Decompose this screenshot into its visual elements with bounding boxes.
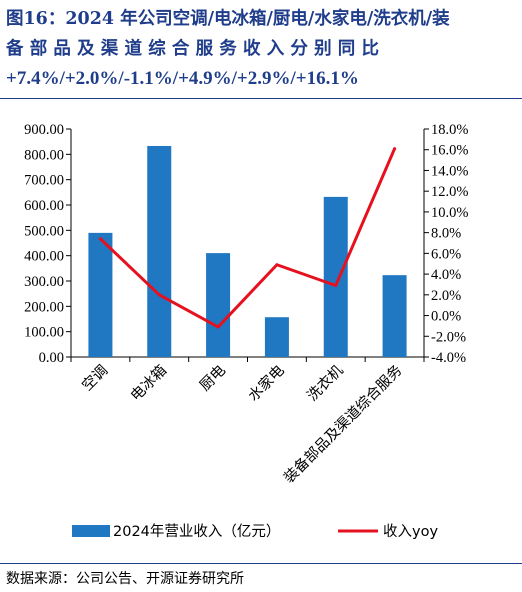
bar	[88, 232, 113, 357]
category-label: 洗衣机	[304, 361, 347, 404]
right-tick-label: 6.0%	[431, 246, 461, 262]
yoy-line	[98, 147, 397, 329]
left-tick-label: 800.00	[24, 147, 64, 163]
title-line-1: 图16：2024 年公司空调/电冰箱/厨电/水家电/洗衣机/装	[6, 9, 450, 29]
right-tick-label: 10.0%	[431, 205, 468, 221]
legend-line-label: 收入yoy	[383, 523, 438, 540]
category-label: 装备部品及渠道综合服务	[281, 362, 406, 487]
yoy-point	[275, 263, 279, 267]
left-tick-label: 700.00	[24, 173, 64, 189]
category-label: 电冰箱	[127, 362, 170, 405]
source-note: 数据来源：公司公告、开源证券研究所	[6, 571, 244, 587]
left-tick-label: 200.00	[24, 299, 64, 315]
left-tick-label: 500.00	[24, 223, 64, 239]
right-tick-label: 8.0%	[431, 226, 461, 242]
right-tick-label: 4.0%	[431, 267, 461, 283]
left-tick-label: 600.00	[24, 198, 64, 214]
right-tick-label: 0.0%	[431, 309, 461, 325]
right-tick-label: 18.0%	[431, 122, 468, 138]
bar	[206, 253, 231, 357]
category-label: 空调	[79, 362, 112, 395]
right-tick-label: 14.0%	[431, 163, 468, 179]
yoy-point	[98, 237, 102, 241]
bar	[264, 317, 289, 357]
left-tick-label: 0.00	[39, 350, 64, 366]
left-tick-label: 900.00	[24, 122, 64, 138]
yoy-point	[393, 147, 397, 151]
yoy-point	[157, 293, 161, 297]
right-tick-label: -2.0%	[431, 329, 466, 345]
bar	[323, 196, 348, 357]
bar	[382, 275, 407, 357]
left-tick-label: 100.00	[24, 325, 64, 341]
right-tick-label: 12.0%	[431, 184, 468, 200]
right-tick-label: 2.0%	[431, 288, 461, 304]
legend-bar-swatch	[72, 525, 110, 537]
left-tick-label: 400.00	[24, 249, 64, 265]
title-rule	[0, 98, 522, 99]
yoy-point	[334, 283, 338, 287]
yoy-point	[216, 325, 220, 329]
title-line-2: 备部品及渠道综合服务收入分别同比	[6, 39, 386, 59]
chart-title: 图16：2024 年公司空调/电冰箱/厨电/水家电/洗衣机/装 备部品及渠道综合…	[6, 4, 518, 94]
right-tick-label: 16.0%	[431, 143, 468, 159]
bar	[147, 145, 172, 357]
left-tick-label: 300.00	[24, 274, 64, 290]
right-tick-label: -4.0%	[431, 350, 466, 366]
legend-bar-label: 2024年营业收入（亿元）	[113, 523, 280, 540]
category-label: 厨电	[196, 362, 229, 395]
category-label: 水家电	[245, 362, 288, 405]
source-rule	[0, 563, 522, 564]
title-line-3: +7.4%/+2.0%/-1.1%/+4.9%/+2.9%/+16.1%	[6, 68, 359, 89]
